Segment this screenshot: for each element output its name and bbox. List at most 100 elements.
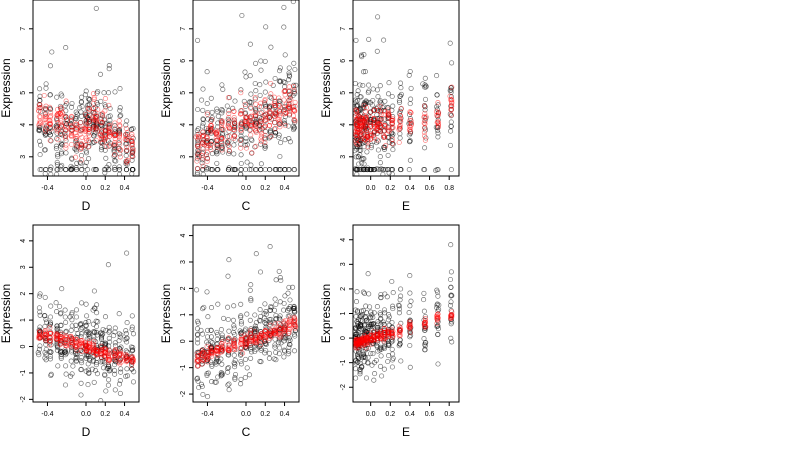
observed-point [218,356,224,362]
y-axis-label: Expression [0,58,13,117]
observed-point [103,388,109,394]
observed-point [374,87,380,93]
observed-point [386,342,392,348]
y-tick-label: 1 [180,313,187,317]
observed-point [214,356,220,362]
fitted-point [219,340,225,346]
fitted-point [59,112,65,118]
observed-point [35,350,41,356]
x-tick-label: -0.4 [41,185,53,192]
observed-point [116,164,122,170]
observed-point [78,160,84,166]
observed-point [290,284,296,290]
observed-point [98,335,105,341]
observed-point [353,80,358,87]
observed-point [232,361,238,367]
observed-point [263,311,269,317]
observed-point [41,130,47,136]
observed-point [389,339,395,345]
observed-point [215,113,221,119]
observed-point [93,362,99,368]
fitted-point [116,134,122,140]
x-tick-label: 0.0 [81,185,91,192]
observed-point [106,167,112,173]
observed-point [238,321,244,327]
observed-point [54,136,60,142]
fitted-point [386,125,392,131]
observed-point [231,360,237,366]
observed-point [238,160,244,167]
fitted-point [368,136,374,142]
observed-point [381,37,387,43]
fitted-point [291,108,297,114]
fitted-point [422,320,428,326]
fitted-point [422,317,429,324]
fitted-point [232,345,238,351]
fitted-point [209,351,215,357]
observed-point [129,326,135,332]
fitted-point [252,340,258,346]
observed-point [194,171,200,176]
observed-point [199,383,205,390]
observed-point [389,346,395,352]
fitted-point [207,346,213,352]
y-tick-label: 7 [340,27,347,31]
observed-point [407,68,413,75]
fitted-point [273,321,279,327]
observed-point [354,289,360,295]
fitted-point [276,324,282,330]
observed-point [231,151,237,157]
fitted-point [125,157,131,163]
fitted-point [258,133,264,139]
observed-point [448,89,454,95]
observed-point [86,96,92,103]
observed-point [397,80,404,86]
observed-point [378,315,384,321]
observed-point [129,171,135,176]
observed-point [232,128,238,134]
observed-point [219,107,225,113]
fitted-point [292,326,298,332]
observed-point [421,297,427,303]
observed-point [398,85,404,91]
observed-point [129,167,135,173]
fitted-point [199,347,205,353]
observed-point [277,68,283,74]
fitted-point [374,137,380,143]
observed-point [93,5,99,11]
observed-point [239,12,245,19]
observed-point [83,323,89,329]
observed-point [112,329,118,335]
observed-point [448,123,454,129]
observed-point [231,167,238,173]
observed-point [434,167,440,173]
fitted-point [84,118,90,124]
fitted-point [268,91,274,97]
fitted-point [62,135,68,141]
fitted-point [377,121,383,127]
observed-point [248,91,254,97]
fitted-point [57,338,63,344]
observed-point [198,381,205,387]
y-tick-label: 4 [340,123,347,127]
observed-point [84,313,90,319]
fitted-point [55,111,61,117]
observed-point [355,98,361,104]
fitted-point [105,359,111,365]
observed-point [117,107,123,114]
observed-point [214,329,220,335]
fitted-point [193,134,199,140]
observed-point [116,338,122,344]
x-axis-label: C [242,199,251,213]
observed-point [372,167,378,173]
y-tick-label: 3 [340,262,347,266]
observed-point [371,377,377,383]
fitted-point [68,132,74,139]
observed-point [407,303,413,309]
fitted-point [449,99,455,105]
fitted-point [204,149,210,155]
fitted-point [118,359,124,365]
fitted-point [238,121,244,127]
observed-point [79,167,85,173]
observed-point [208,95,214,101]
